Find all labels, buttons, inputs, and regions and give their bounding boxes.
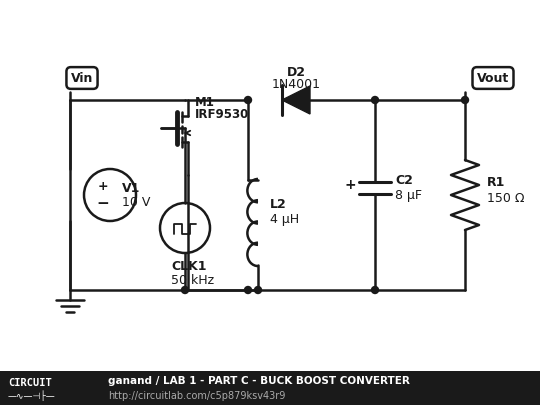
Text: CIRCUIT: CIRCUIT (8, 378, 52, 388)
Text: http://circuitlab.com/c5p879ksv43r9: http://circuitlab.com/c5p879ksv43r9 (108, 391, 285, 401)
Text: Vout: Vout (477, 72, 509, 85)
Bar (0, 371, 540, 405)
Text: CLK1: CLK1 (171, 260, 206, 273)
Text: —∿—⊣├—: —∿—⊣├— (8, 391, 56, 401)
Text: +: + (98, 179, 109, 192)
Text: 1N4001: 1N4001 (272, 77, 321, 90)
Circle shape (254, 286, 261, 294)
Circle shape (245, 286, 252, 294)
Text: 10 V: 10 V (122, 196, 150, 209)
Text: 50 kHz: 50 kHz (171, 273, 214, 286)
Text: R1: R1 (487, 177, 505, 190)
Text: 4 μH: 4 μH (270, 213, 299, 226)
Text: −: − (97, 196, 110, 211)
Text: Vin: Vin (71, 72, 93, 85)
Circle shape (462, 96, 469, 104)
Polygon shape (282, 86, 310, 114)
Text: 150 Ω: 150 Ω (487, 192, 524, 205)
Text: L2: L2 (270, 198, 287, 211)
Text: IRF9530: IRF9530 (195, 109, 249, 122)
Text: D2: D2 (287, 66, 306, 79)
Text: 8 μF: 8 μF (395, 188, 422, 202)
Text: M1: M1 (195, 96, 215, 109)
Circle shape (245, 96, 252, 104)
Text: +: + (344, 178, 356, 192)
Text: ganand / LAB 1 - PART C - BUCK BOOST CONVERTER: ganand / LAB 1 - PART C - BUCK BOOST CON… (108, 376, 410, 386)
Circle shape (181, 286, 188, 294)
Text: V1: V1 (122, 181, 140, 194)
Circle shape (372, 96, 379, 104)
Circle shape (372, 286, 379, 294)
Text: C2: C2 (395, 173, 413, 186)
